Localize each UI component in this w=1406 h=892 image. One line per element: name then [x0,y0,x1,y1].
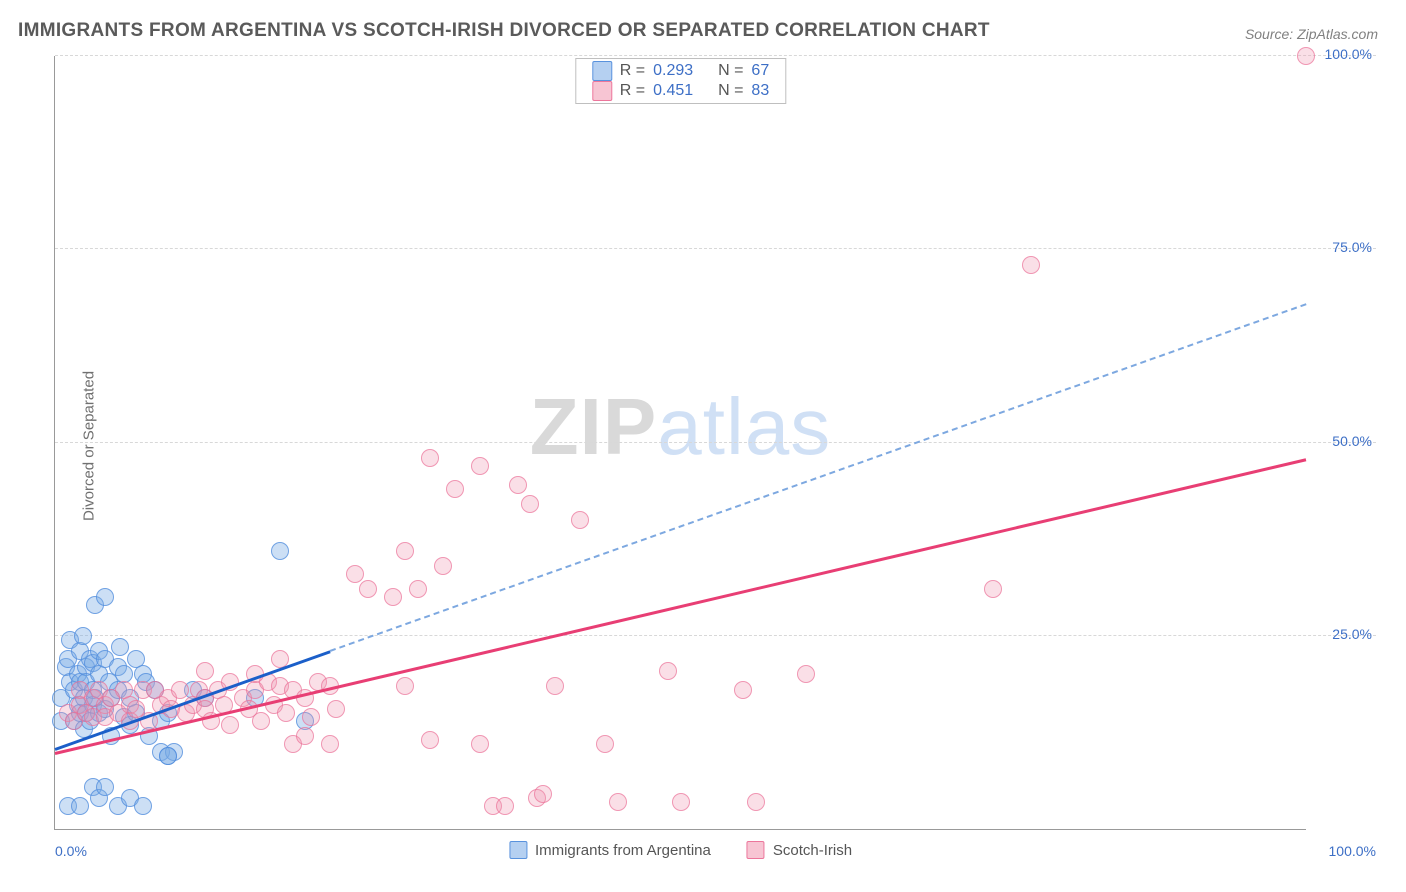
legend-row-blue: R = 0.293 N = 67 [576,61,785,81]
data-point-pink [446,480,464,498]
legend-item-pink: Scotch-Irish [747,841,852,859]
legend-row-pink: R = 0.451 N = 83 [576,81,785,101]
gridline [55,55,1376,56]
legend-label-blue: Immigrants from Argentina [535,842,711,859]
data-point-pink [471,457,489,475]
gridline [55,248,1376,249]
data-point-blue [96,778,114,796]
legend-n-label: N = [718,82,743,100]
data-point-pink [421,731,439,749]
data-point-pink [534,785,552,803]
legend-r-label: R = [620,62,645,80]
data-point-pink [546,677,564,695]
data-point-blue [74,627,92,645]
gridline [55,442,1376,443]
data-point-pink [509,476,527,494]
data-point-pink [734,681,752,699]
legend-label-pink: Scotch-Irish [773,842,852,859]
legend-r-blue: 0.293 [653,62,693,80]
data-point-pink [797,665,815,683]
data-point-pink [327,700,345,718]
data-point-pink [277,704,295,722]
x-tick-min: 0.0% [55,843,87,859]
series-legend: Immigrants from Argentina Scotch-Irish [509,841,852,859]
data-point-blue [71,797,89,815]
trend-line-blue-extrapolated [330,303,1306,652]
x-tick-max: 100.0% [1329,843,1376,859]
data-point-pink [346,565,364,583]
legend-swatch-blue [592,61,612,81]
data-point-pink [1022,256,1040,274]
watermark: ZIPatlas [530,381,831,473]
data-point-blue [134,797,152,815]
legend-n-blue: 67 [751,62,769,80]
data-point-pink [296,727,314,745]
data-point-pink [609,793,627,811]
data-point-pink [434,557,452,575]
legend-swatch-pink [747,841,765,859]
data-point-pink [496,797,514,815]
data-point-pink [359,580,377,598]
y-tick-label: 100.0% [1325,46,1372,62]
correlation-legend: R = 0.293 N = 67 R = 0.451 N = 83 [575,58,786,104]
header-row: IMMIGRANTS FROM ARGENTINA VS SCOTCH-IRIS… [0,0,1406,48]
legend-n-pink: 83 [751,82,769,100]
watermark-zip: ZIP [530,382,657,471]
source-credit: Source: ZipAtlas.com [1245,26,1378,42]
data-point-pink [1297,47,1315,65]
legend-r-pink: 0.451 [653,82,693,100]
legend-swatch-blue [509,841,527,859]
chart-title: IMMIGRANTS FROM ARGENTINA VS SCOTCH-IRIS… [18,20,990,42]
data-point-blue [111,638,129,656]
source-link[interactable]: ZipAtlas.com [1297,26,1378,42]
data-point-pink [596,735,614,753]
trend-line-pink [55,458,1307,755]
y-tick-label: 25.0% [1332,626,1372,642]
y-tick-label: 50.0% [1332,433,1372,449]
data-point-blue [159,747,177,765]
data-point-pink [571,511,589,529]
legend-r-label: R = [620,82,645,100]
watermark-atlas: atlas [657,382,831,471]
data-point-pink [747,793,765,811]
legend-item-blue: Immigrants from Argentina [509,841,711,859]
plot-wrap: ZIPatlas R = 0.293 N = 67 R = 0.451 N = … [54,56,1376,830]
data-point-pink [409,580,427,598]
data-point-pink [396,677,414,695]
data-point-pink [252,712,270,730]
y-tick-label: 75.0% [1332,239,1372,255]
data-point-pink [302,708,320,726]
data-point-pink [421,449,439,467]
data-point-blue [271,542,289,560]
data-point-blue [96,588,114,606]
data-point-pink [396,542,414,560]
data-point-pink [659,662,677,680]
data-point-pink [471,735,489,753]
legend-swatch-pink [592,81,612,101]
data-point-pink [672,793,690,811]
plot-area: ZIPatlas R = 0.293 N = 67 R = 0.451 N = … [54,56,1306,830]
data-point-pink [984,580,1002,598]
data-point-pink [384,588,402,606]
data-point-pink [171,681,189,699]
data-point-pink [521,495,539,513]
data-point-pink [221,716,239,734]
data-point-pink [321,735,339,753]
legend-n-label: N = [718,62,743,80]
source-prefix: Source: [1245,26,1297,42]
gridline [55,635,1376,636]
data-point-pink [196,662,214,680]
